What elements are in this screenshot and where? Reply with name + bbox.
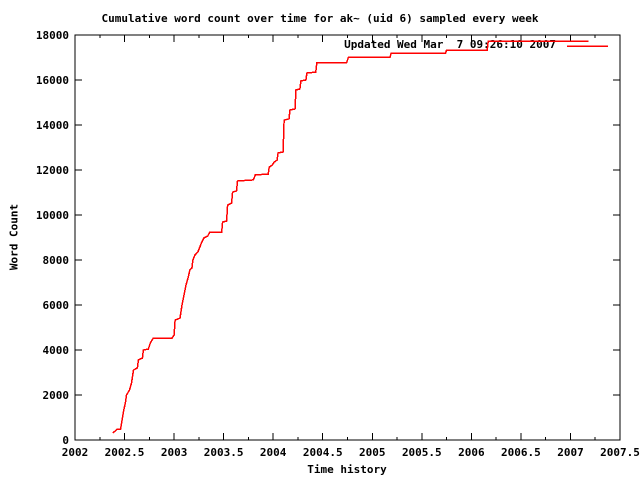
x-tick-label: 2005.5: [402, 446, 442, 459]
y-tick-label: 8000: [43, 254, 70, 267]
series-line: [112, 40, 589, 434]
chart-title: Cumulative word count over time for ak~ …: [101, 12, 539, 25]
x-tick-label: 2005: [359, 446, 386, 459]
x-tick-label: 2003.5: [204, 446, 244, 459]
x-tick-label: 2004: [260, 446, 287, 459]
x-tick-label: 2002.5: [105, 446, 145, 459]
x-tick-label: 2006.5: [501, 446, 541, 459]
x-axis-title: Time history: [307, 463, 387, 476]
y-tick-label: 12000: [36, 164, 69, 177]
x-tick-label: 2006: [458, 446, 485, 459]
y-tick-label: 14000: [36, 119, 69, 132]
y-tick-label: 18000: [36, 29, 69, 42]
y-tick-label: 4000: [43, 344, 70, 357]
plot-border: [74, 34, 621, 441]
x-tick-label: 2003: [161, 446, 188, 459]
x-tick-label: 2002: [62, 446, 89, 459]
y-tick-label: 6000: [43, 299, 70, 312]
x-tick-label: 2007: [557, 446, 584, 459]
x-tick-label: 2007.5: [600, 446, 640, 459]
y-tick-label: 0: [62, 434, 69, 447]
x-tick-label: 2004.5: [303, 446, 343, 459]
y-tick-label: 10000: [36, 209, 69, 222]
y-tick-label: 16000: [36, 74, 69, 87]
y-tick-label: 2000: [43, 389, 70, 402]
